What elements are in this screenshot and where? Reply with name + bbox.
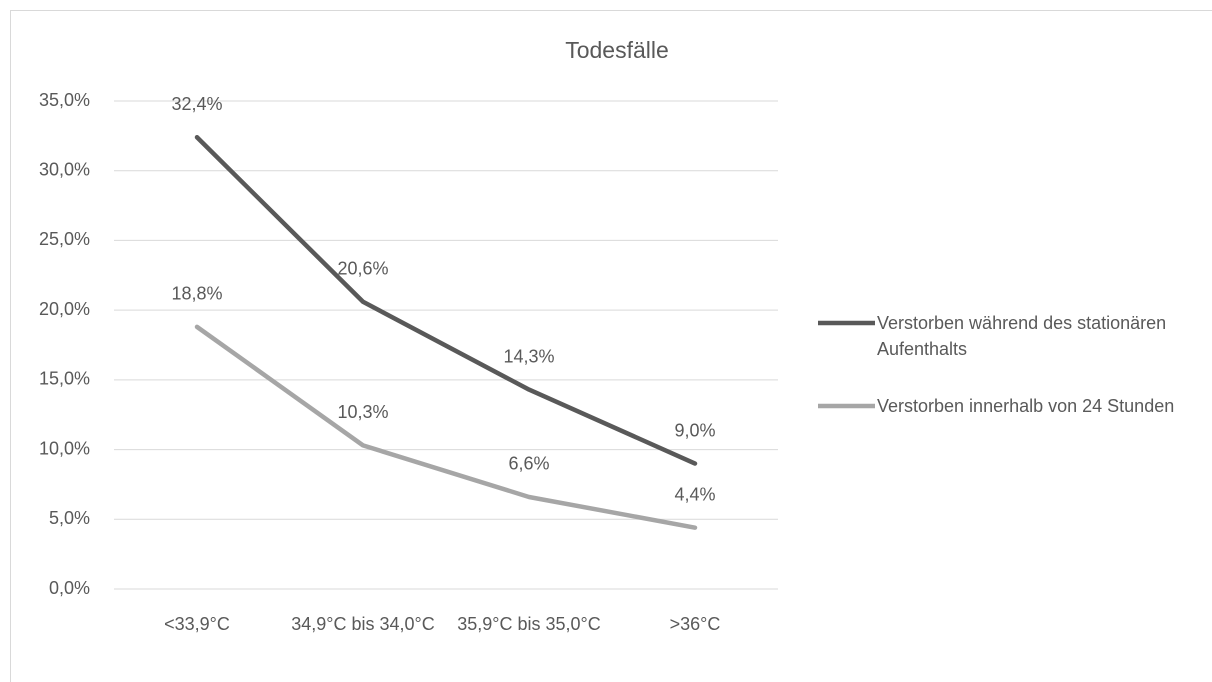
data-label: 4,4% <box>674 484 715 504</box>
y-tick-label: 15,0% <box>39 369 90 389</box>
y-tick-label: 25,0% <box>39 229 90 249</box>
y-tick-label: 30,0% <box>39 159 90 179</box>
data-label: 20,6% <box>337 259 388 279</box>
data-label: 32,4% <box>171 94 222 114</box>
y-tick-label: 5,0% <box>49 508 90 528</box>
chart-title: Todesfälle <box>565 37 669 63</box>
x-tick-label: <33,9°C <box>164 614 230 634</box>
legend-label: Verstorben während des stationären Aufen… <box>877 313 1167 359</box>
y-tick-label: 20,0% <box>39 299 90 319</box>
data-label: 10,3% <box>337 402 388 422</box>
y-tick-label: 10,0% <box>39 438 90 458</box>
data-label: 9,0% <box>674 420 715 440</box>
x-tick-label: 35,9°C bis 35,0°C <box>457 614 601 634</box>
y-tick-label: 0,0% <box>49 578 90 598</box>
x-tick-label: 34,9°C bis 34,0°C <box>291 614 435 634</box>
x-tick-label: >36°C <box>669 614 721 634</box>
line-series <box>194 324 698 530</box>
y-tick-label: 35,0% <box>39 90 90 110</box>
data-label: 6,6% <box>508 454 549 474</box>
data-label: 18,8% <box>171 284 222 304</box>
chart-border <box>10 10 1212 682</box>
data-label: 14,3% <box>503 346 554 366</box>
line-series <box>194 135 698 466</box>
legend-label: Verstorben innerhalb von 24 Stunden <box>877 396 1175 416</box>
